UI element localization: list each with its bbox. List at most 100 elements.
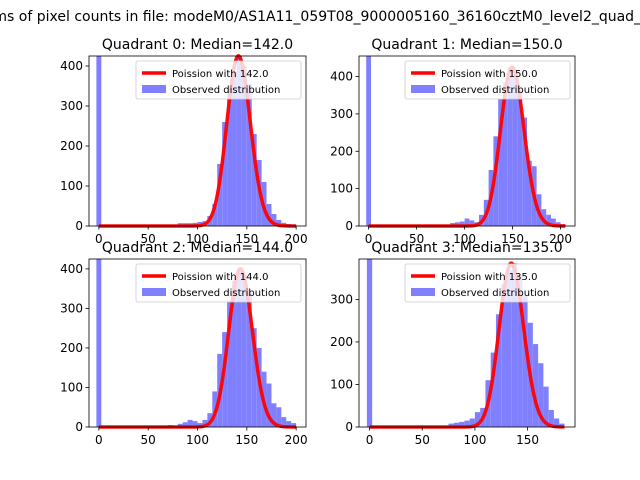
histogram-bar [192, 421, 198, 427]
histogram-bar [493, 136, 499, 226]
histogram-bar [464, 218, 470, 226]
histogram-bar [506, 269, 512, 427]
panel-0: Quadrant 0: Median=142.0 0 50 100 150 200 0 100… [60, 37, 307, 246]
histogram-bar [512, 76, 518, 226]
legend-box [135, 263, 302, 303]
panel-1: Quadrant 1: Median=150.0 0 50 100 150 200 0 100… [330, 37, 576, 246]
histogram-bar [543, 386, 549, 427]
histogram-bar [182, 422, 188, 427]
legend-observed-swatch [142, 85, 166, 93]
x-tick-label: 100 [453, 232, 476, 246]
histogram-bar [227, 300, 233, 427]
histogram-bar [522, 295, 528, 427]
figure-suptitle: Histograms of pixel counts in file: mode… [0, 9, 640, 25]
histogram-bar [551, 218, 556, 226]
y-tick-label: 0 [75, 420, 83, 434]
y-tick-label: 400 [60, 59, 83, 73]
x-tick-label: 0 [95, 433, 103, 447]
histogram-bar [527, 160, 532, 226]
histogram-bar [236, 56, 242, 226]
histogram-bar [291, 423, 297, 427]
panel-title: Quadrant 2: Median=144.0 [102, 240, 293, 256]
legend-box [404, 60, 571, 100]
legend-observed-swatch [411, 288, 435, 296]
legend-poisson-label: Poission with 144.0 [172, 272, 268, 283]
histogram-bar [276, 407, 282, 427]
x-tick-label: 150 [235, 232, 258, 246]
histogram-bar [517, 91, 523, 226]
legend-box [135, 60, 302, 100]
x-tick-label: 150 [516, 433, 539, 447]
x-tick-label: 0 [365, 232, 373, 246]
histogram-bar [553, 418, 560, 427]
histogram-bar [366, 56, 371, 226]
histogram-bar [498, 98, 503, 226]
histogram-bar [96, 259, 102, 427]
histogram-bar [522, 117, 527, 226]
histogram-bar [276, 220, 282, 226]
y-tick-label: 100 [330, 377, 353, 391]
histogram-bar [246, 292, 252, 427]
y-tick-label: 300 [330, 292, 353, 306]
y-tick-label: 200 [60, 341, 83, 355]
histogram-bar [455, 222, 460, 226]
legend-observed-label: Observed distribution [441, 288, 549, 299]
histogram-bar [246, 84, 252, 226]
legend-poisson-label: Poission with 142.0 [172, 69, 268, 80]
histogram-bar [490, 352, 496, 427]
histogram-bar [538, 363, 544, 427]
histogram-bar [501, 284, 507, 427]
histogram-bar [227, 94, 233, 226]
histogram-bar [212, 204, 218, 226]
histogram-bar [281, 417, 287, 427]
x-tick-label: 100 [463, 433, 486, 447]
histogram-bar [474, 412, 481, 427]
histogram-bar [222, 332, 228, 427]
x-tick-label: 50 [141, 232, 156, 246]
histogram-bar [266, 383, 272, 427]
y-tick-label: 400 [60, 262, 83, 276]
panel-3: Quadrant 3: Median=135.0 0 50 100 150 0 100 200… [330, 240, 576, 447]
y-tick-label: 100 [60, 380, 83, 394]
y-tick-label: 100 [330, 182, 353, 196]
x-tick-label: 150 [501, 232, 524, 246]
histogram-bar [507, 67, 513, 226]
histogram-bar [241, 274, 247, 427]
histogram-bar [546, 214, 551, 226]
histogram-bar [232, 280, 237, 427]
histogram-bar [241, 66, 247, 226]
histogram-bar [511, 263, 518, 427]
y-tick-label: 300 [330, 107, 353, 121]
histogram-bar [503, 82, 508, 227]
histogram-bar [541, 209, 547, 226]
legend: Poission with 144.0 Observed distribution [135, 263, 302, 303]
x-tick-label: 200 [549, 232, 572, 246]
histogram-bar [271, 403, 277, 427]
histogram-bar [251, 134, 257, 226]
histogram-bar [271, 214, 277, 226]
x-tick-label: 200 [285, 232, 308, 246]
histogram-bar [187, 419, 193, 427]
legend-observed-label: Observed distribution [172, 85, 280, 96]
panel-title: Quadrant 3: Median=135.0 [371, 240, 562, 256]
y-tick-label: 200 [330, 335, 353, 349]
histogram-bar [251, 328, 257, 427]
panel-2: Quadrant 2: Median=144.0 0 50 100 150 200 0 100… [60, 240, 307, 447]
x-tick-label: 100 [186, 232, 209, 246]
x-tick-label: 100 [186, 433, 209, 447]
y-tick-label: 300 [60, 301, 83, 315]
legend: Poission with 142.0 Observed distribution [135, 60, 302, 100]
histogram-bar [469, 220, 475, 226]
histogram-bar [459, 221, 465, 226]
x-tick-label: 50 [415, 433, 430, 447]
x-tick-label: 150 [235, 433, 258, 447]
y-tick-label: 100 [60, 179, 83, 193]
panel-title: Quadrant 0: Median=142.0 [102, 37, 293, 53]
axes-frame [358, 55, 576, 227]
legend-observed-swatch [411, 85, 435, 93]
y-tick-label: 200 [60, 139, 83, 153]
x-tick-label: 0 [95, 232, 103, 246]
histogram-bar [453, 422, 460, 427]
axes-frame [358, 258, 576, 428]
